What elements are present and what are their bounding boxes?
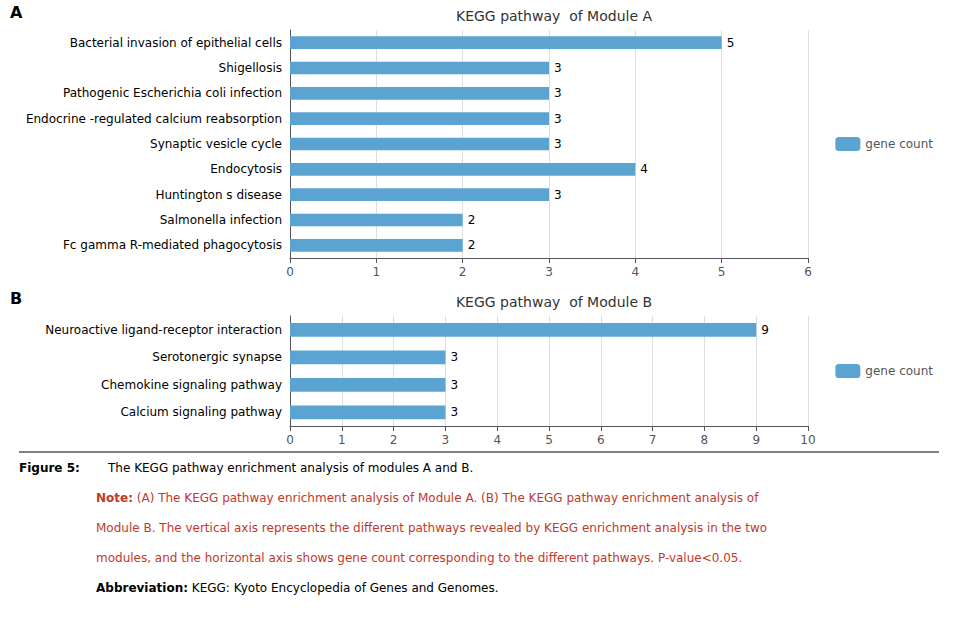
svg-text:Synaptic vesicle cycle: Synaptic vesicle cycle	[150, 137, 282, 151]
svg-text:(A) The KEGG pathway enrichmen: (A) The KEGG pathway enrichment analysis…	[133, 491, 759, 505]
svg-text:Bacterial invasion of epitheli: Bacterial invasion of epithelial cells	[70, 36, 282, 50]
svg-text:Endocrine -regulated calcium r: Endocrine -regulated calcium reabsorptio…	[26, 112, 282, 126]
svg-text:3: 3	[450, 378, 458, 392]
svg-text:KEGG pathway of Module B: KEGG pathway of Module B	[456, 294, 652, 310]
svg-text:2: 2	[468, 238, 476, 252]
svg-text:3: 3	[554, 112, 562, 126]
svg-text:Abbreviation:: Abbreviation:	[96, 581, 188, 595]
svg-text:5: 5	[727, 36, 735, 50]
svg-text:0: 0	[286, 265, 294, 279]
svg-text:3: 3	[554, 86, 562, 100]
svg-text:Fc gamma R-mediated phagocytos: Fc gamma R-mediated phagocytosis	[63, 238, 282, 252]
svg-text:8: 8	[701, 433, 709, 447]
svg-text:Neuroactive ligand-receptor in: Neuroactive ligand-receptor interaction	[45, 323, 282, 337]
svg-text:10: 10	[800, 433, 815, 447]
svg-text:3: 3	[545, 265, 553, 279]
svg-text:A: A	[10, 3, 23, 22]
svg-text:KEGG: Kyoto Encyclopedia of Ge: KEGG: Kyoto Encyclopedia of Genes and Ge…	[188, 581, 499, 595]
svg-text:3: 3	[442, 433, 450, 447]
svg-text:The KEGG pathway enrichment an: The KEGG pathway enrichment analysis of …	[96, 461, 473, 475]
svg-text:2: 2	[390, 433, 398, 447]
svg-text:Figure 5:: Figure 5:	[19, 461, 80, 475]
svg-text:1: 1	[338, 433, 346, 447]
svg-text:9: 9	[761, 323, 769, 337]
svg-text:3: 3	[450, 405, 458, 419]
svg-text:Endocytosis: Endocytosis	[210, 162, 282, 176]
svg-text:KEGG pathway of Module A: KEGG pathway of Module A	[456, 8, 653, 24]
svg-text:modules, and the horizontal ax: modules, and the horizontal axis shows g…	[96, 551, 742, 565]
svg-text:2: 2	[459, 265, 467, 279]
svg-text:Pathogenic Escherichia coli in: Pathogenic Escherichia coli infection	[63, 86, 282, 100]
svg-text:3: 3	[554, 137, 562, 151]
svg-text:Module B. The vertical axis re: Module B. The vertical axis represents t…	[96, 521, 767, 535]
svg-text:6: 6	[804, 265, 812, 279]
svg-text:gene count: gene count	[865, 364, 933, 378]
svg-text:4: 4	[640, 162, 648, 176]
svg-text:6: 6	[597, 433, 605, 447]
svg-text:Calcium signaling pathway: Calcium signaling pathway	[120, 405, 282, 419]
svg-text:4: 4	[493, 433, 501, 447]
svg-text:4: 4	[632, 265, 640, 279]
svg-text:Note:: Note:	[96, 491, 133, 505]
svg-text:Serotonergic synapse: Serotonergic synapse	[152, 350, 282, 364]
svg-text:3: 3	[554, 61, 562, 75]
svg-text:2: 2	[468, 213, 476, 227]
svg-text:Shigellosis: Shigellosis	[219, 61, 282, 75]
svg-text:Huntington s disease: Huntington s disease	[155, 188, 282, 202]
svg-text:3: 3	[450, 350, 458, 364]
svg-text:1: 1	[373, 265, 381, 279]
svg-text:0: 0	[286, 433, 294, 447]
svg-text:B: B	[10, 289, 22, 308]
svg-text:3: 3	[554, 188, 562, 202]
svg-text:Salmonella infection: Salmonella infection	[160, 213, 282, 227]
svg-text:9: 9	[752, 433, 760, 447]
svg-text:5: 5	[545, 433, 553, 447]
svg-text:Chemokine signaling pathway: Chemokine signaling pathway	[101, 378, 282, 392]
svg-text:gene count: gene count	[865, 137, 933, 151]
svg-text:7: 7	[649, 433, 657, 447]
svg-text:5: 5	[718, 265, 726, 279]
